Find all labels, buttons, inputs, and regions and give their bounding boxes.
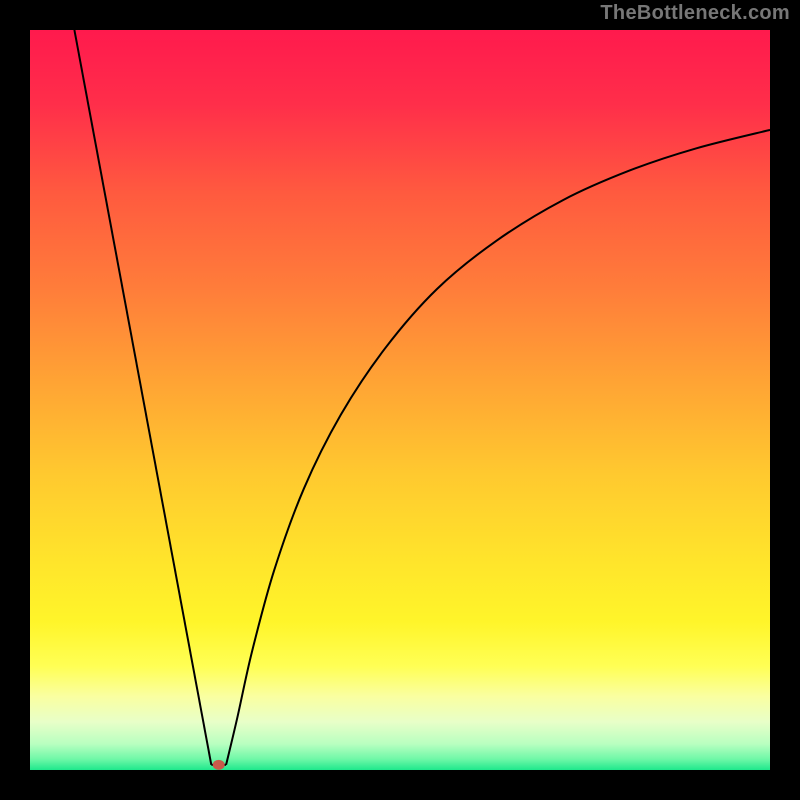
chart-background-gradient [30,30,770,770]
chart-container: TheBottleneck.com [0,0,800,800]
bottleneck-chart [0,0,800,800]
watermark-text: TheBottleneck.com [600,2,790,25]
minimum-marker [213,760,225,770]
